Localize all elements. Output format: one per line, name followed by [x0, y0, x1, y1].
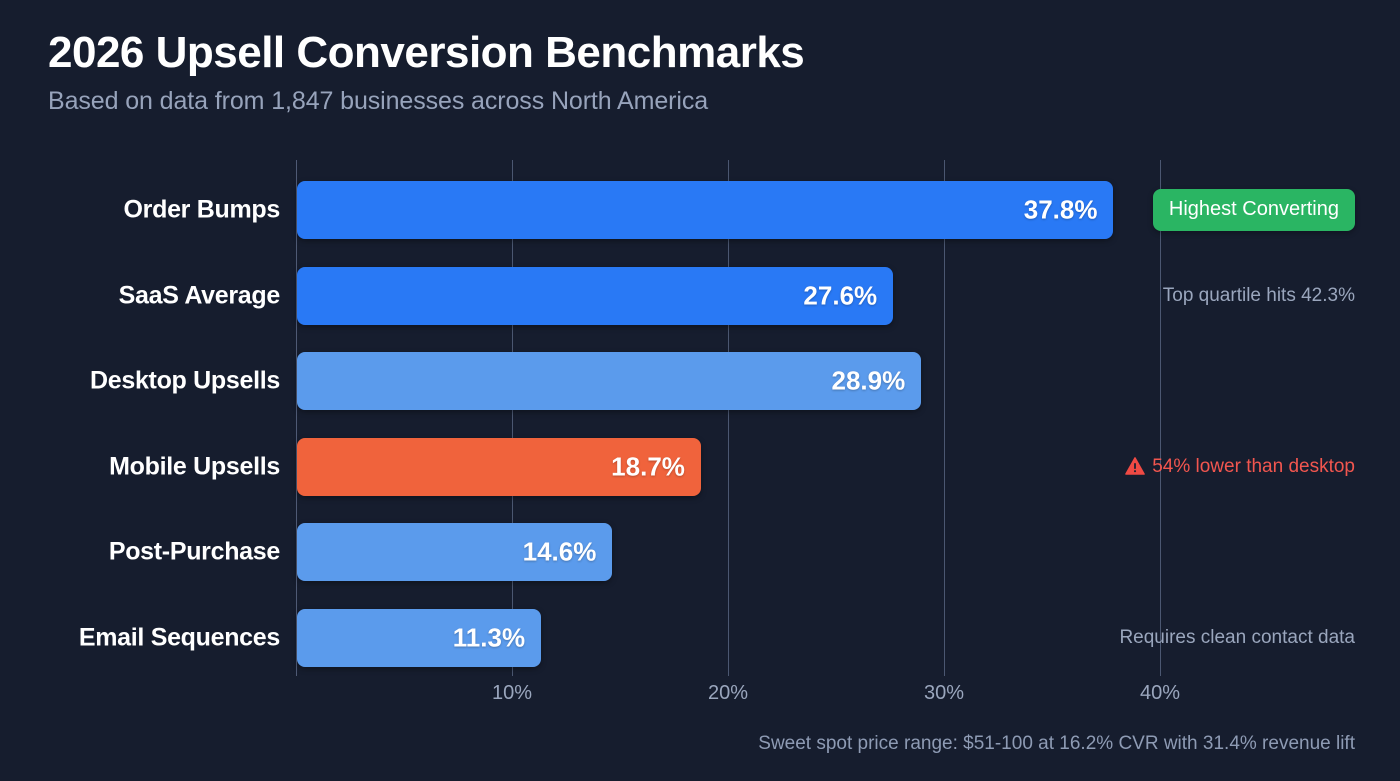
bar-value-label: 27.6% — [803, 280, 878, 310]
gridline — [1160, 160, 1161, 676]
annotation-label: Requires clean contact data — [1119, 627, 1355, 649]
bar-row: SaaS Average 27.6% — [0, 266, 1400, 325]
bar-row: Email Sequences 11.3% — [0, 608, 1400, 667]
gridline — [944, 160, 945, 676]
annotation-text: Top quartile hits 42.3% — [1162, 284, 1355, 306]
bar[interactable]: 14.6% — [297, 523, 613, 581]
bar[interactable]: 18.7% — [297, 437, 701, 496]
category-label: Desktop Upsells — [89, 366, 280, 395]
x-axis-tick-label: 20% — [707, 682, 749, 704]
category-label: Mobile Upsells — [109, 452, 280, 480]
warning-triangle-icon — [1125, 456, 1146, 481]
bar[interactable]: 11.3% — [297, 608, 542, 667]
bar-value-label: 14.6% — [522, 536, 597, 567]
gridline — [512, 160, 513, 676]
bar[interactable]: 28.9% — [297, 352, 922, 410]
category-label: Post-Purchase — [108, 537, 280, 566]
bar-value-label: 37.8% — [1023, 194, 1098, 225]
bar-value-label: 28.9% — [831, 365, 906, 396]
annotation-text: Requires clean contact data — [1119, 626, 1355, 648]
bar-row: Post-Purchase 14.6% — [0, 523, 1400, 581]
gridline — [728, 160, 729, 676]
chart-subtitle: Based on data from 1,847 businesses acro… — [48, 86, 709, 115]
category-label: Order Bumps — [123, 195, 281, 224]
bar[interactable]: 27.6% — [297, 266, 894, 325]
bar-value-label: 11.3% — [452, 622, 526, 652]
annotation-text: 54% lower than desktop — [1152, 455, 1355, 477]
category-label: Email Sequences — [78, 623, 280, 651]
x-axis-tick-label: 40% — [1139, 682, 1181, 704]
page-title: 2026 Upsell Conversion Benchmarks — [48, 28, 805, 77]
y-axis-line — [296, 160, 297, 676]
x-axis-tick-label: 10% — [491, 682, 533, 704]
bar-row: Desktop Upsells 28.9% — [0, 352, 1400, 410]
category-label: SaaS Average — [118, 281, 281, 309]
status-badge: Highest Converting — [1152, 189, 1355, 231]
annotation-label: 54% lower than desktop — [1125, 456, 1355, 481]
x-axis-tick-label: 30% — [923, 682, 965, 704]
bar-value-label: 18.7% — [611, 451, 685, 481]
chart-header: 2026 Upsell Conversion Benchmarks Based … — [48, 28, 1348, 116]
bar-row: Order Bumps 37.8% — [0, 181, 1400, 239]
footer-note: Sweet spot price range: $51-100 at 16.2%… — [758, 733, 1355, 754]
bar-row: Mobile Upsells 18.7% — [0, 437, 1400, 496]
bar[interactable]: 37.8% — [297, 181, 1114, 239]
annotation-label: Top quartile hits 42.3% — [1163, 285, 1355, 307]
